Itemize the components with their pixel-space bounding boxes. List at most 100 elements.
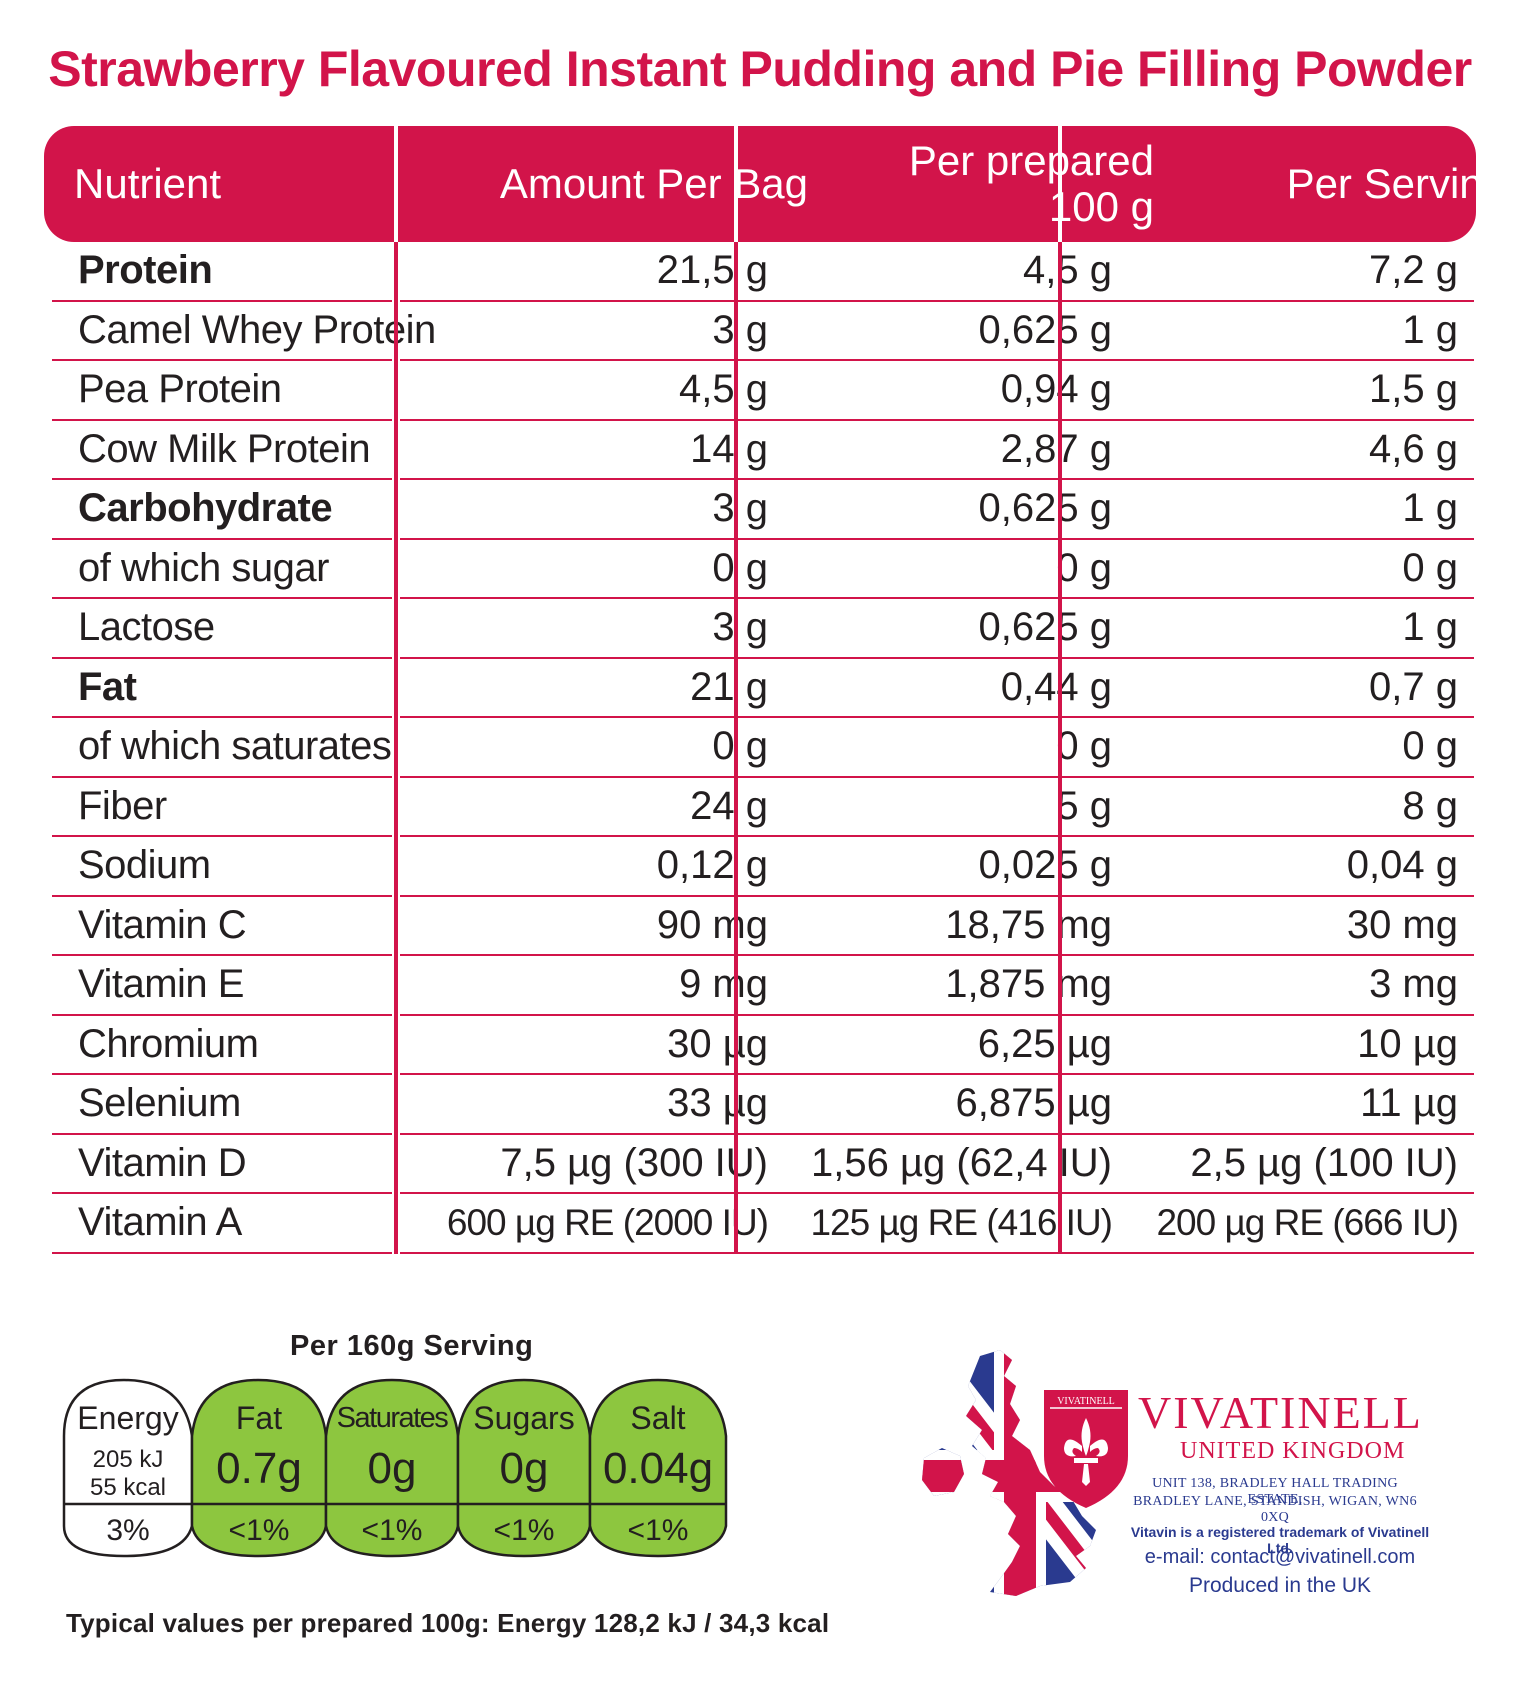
amount-per-bag: 7,5 µg (300 IU) bbox=[500, 1140, 768, 1185]
amount-per-serving: 30 mg bbox=[1346, 902, 1458, 947]
amount-per-bag: 90 mg bbox=[656, 902, 768, 947]
nutrient-name: of which saturates bbox=[78, 724, 392, 768]
amount-per-100g: 125 µg RE (416 IU) bbox=[810, 1201, 1113, 1243]
column-divider bbox=[734, 242, 738, 1254]
row-divider bbox=[1064, 597, 1474, 599]
traffic-light-label: Energy 205 kJ 55 kcal 3% Fat 0.7g <1% Sa… bbox=[58, 1376, 768, 1560]
table-row: Camel Whey Protein 3 g 0,625 g 1 g bbox=[44, 302, 1476, 362]
amount-per-100g: 0 g bbox=[1056, 724, 1112, 768]
table-row: Selenium 33 µg 6,875 µg 11 µg bbox=[44, 1075, 1476, 1135]
amount-per-100g: 1,56 µg (62,4 IU) bbox=[811, 1140, 1112, 1185]
amount-per-bag: 21,5 g bbox=[656, 248, 768, 292]
nutrient-name: Vitamin D bbox=[78, 1140, 247, 1185]
salt-value: 0.04g bbox=[602, 1444, 714, 1493]
row-divider bbox=[52, 835, 392, 837]
amount-per-100g: 5 g bbox=[1056, 783, 1112, 828]
table-row: Vitamin C 90 mg 18,75 mg 30 mg bbox=[44, 897, 1476, 957]
amount-per-serving: 1 g bbox=[1402, 486, 1458, 530]
row-divider bbox=[1064, 835, 1474, 837]
amount-per-serving: 11 µg bbox=[1360, 1081, 1458, 1125]
amount-per-bag: 600 µg RE (2000 IU) bbox=[446, 1201, 769, 1243]
table-body: Protein 21,5 g 4,5 g 7,2 g Camel Whey Protei… bbox=[44, 242, 1476, 1254]
row-divider bbox=[1064, 359, 1474, 361]
table-row: Fiber 24 g 5 g 8 g bbox=[44, 778, 1476, 838]
amount-per-100g: 0 g bbox=[1056, 545, 1112, 590]
page-title: Strawberry Flavoured Instant Pudding and… bbox=[48, 41, 1472, 97]
amount-per-serving: 200 µg RE (666 IU) bbox=[1156, 1201, 1459, 1243]
row-divider bbox=[740, 775, 1064, 778]
row-divider bbox=[740, 1073, 1064, 1075]
row-divider bbox=[400, 954, 740, 956]
salt-label: Salt bbox=[630, 1400, 686, 1436]
nutrient-name: Vitamin A bbox=[78, 1200, 242, 1244]
row-divider bbox=[1064, 299, 1474, 302]
row-divider bbox=[52, 656, 392, 659]
amount-per-serving: 3 mg bbox=[1369, 962, 1458, 1006]
row-divider bbox=[740, 359, 1064, 361]
row-divider bbox=[52, 1192, 392, 1194]
sugars-label: Sugars bbox=[473, 1400, 575, 1436]
nutrient-name: Carbohydrate bbox=[78, 486, 333, 530]
row-divider bbox=[1064, 716, 1474, 718]
fat-value: 0.7g bbox=[216, 1444, 302, 1493]
brand-name: VIVATINELL bbox=[1138, 1387, 1423, 1438]
amount-per-100g: 0,44 g bbox=[1000, 664, 1112, 709]
row-divider bbox=[52, 1013, 392, 1016]
nutrition-table: Nutrient Amount Per Bag Per prepared 100… bbox=[44, 126, 1506, 1254]
row-divider bbox=[52, 954, 392, 956]
row-divider bbox=[740, 1132, 1064, 1135]
header-per-serving: Per Serving bbox=[1286, 160, 1506, 207]
amount-per-100g: 0,625 g bbox=[978, 605, 1112, 649]
brand-subtitle: UNITED KINGDOM bbox=[1180, 1438, 1406, 1464]
amount-per-bag: 30 µg bbox=[667, 1021, 768, 1066]
nutrient-name: Cow Milk Protein bbox=[78, 426, 371, 471]
table-row: Vitamin D 7,5 µg (300 IU) 1,56 µg (62,4 IU… bbox=[44, 1135, 1476, 1195]
amount-per-100g: 0,625 g bbox=[978, 486, 1112, 530]
amount-per-bag: 14 g bbox=[690, 426, 768, 471]
header-divider bbox=[1058, 126, 1062, 242]
nutrient-name: Vitamin C bbox=[78, 902, 247, 947]
amount-per-serving: 0,7 g bbox=[1369, 664, 1458, 709]
traffic-light-title: Per 160g Serving bbox=[290, 1330, 534, 1362]
address-line-2: BRADLEY LANE, STANDISH, WIGAN, WN6 0XQ bbox=[1133, 1494, 1417, 1525]
amount-per-serving: 10 µg bbox=[1357, 1021, 1458, 1066]
row-divider bbox=[400, 1192, 740, 1194]
nutrient-name: Chromium bbox=[78, 1021, 259, 1066]
address-line-1: UNIT 138, BRADLEY HALL TRADING ESTATE, bbox=[1152, 1476, 1398, 1507]
table-row: Sodium 0,12 g 0,025 g 0,04 g bbox=[44, 837, 1476, 897]
row-divider bbox=[740, 656, 1064, 659]
row-divider bbox=[400, 359, 740, 361]
row-divider bbox=[400, 1073, 740, 1075]
row-divider bbox=[400, 1132, 740, 1135]
table-row: Fat 21 g 0,44 g 0,7 g bbox=[44, 659, 1476, 719]
salt-cell bbox=[588, 1378, 728, 1558]
amount-per-bag: 0 g bbox=[712, 545, 768, 590]
row-divider bbox=[740, 418, 1064, 421]
row-divider bbox=[52, 1251, 392, 1254]
amount-per-serving: 1 g bbox=[1402, 605, 1458, 649]
amount-per-bag: 3 g bbox=[712, 307, 768, 352]
saturates-label: Saturates bbox=[336, 1402, 449, 1434]
saturates-pct: <1% bbox=[361, 1514, 423, 1547]
row-divider bbox=[1064, 1192, 1474, 1194]
header-per-100g: Per prepared 100 g bbox=[908, 137, 1154, 230]
row-divider bbox=[740, 835, 1064, 837]
nutrient-name: of which sugar bbox=[78, 545, 329, 590]
contact-email: e-mail: contact@vivatinell.com bbox=[1144, 1546, 1416, 1568]
nutrient-name: Sodium bbox=[78, 843, 211, 887]
column-divider bbox=[1058, 242, 1062, 1254]
amount-per-bag: 9 mg bbox=[679, 962, 768, 1006]
row-divider bbox=[52, 775, 392, 778]
row-divider bbox=[1064, 894, 1474, 897]
amount-per-serving: 1,5 g bbox=[1369, 367, 1458, 411]
amount-per-bag: 0 g bbox=[712, 724, 768, 768]
row-divider bbox=[400, 537, 740, 540]
energy-kcal: 55 kcal bbox=[89, 1474, 167, 1501]
row-divider bbox=[400, 894, 740, 897]
table-row: Chromium 30 µg 6,25 µg 10 µg bbox=[44, 1016, 1476, 1076]
amount-per-bag: 21 g bbox=[690, 664, 768, 709]
amount-per-bag: 4,5 g bbox=[679, 367, 768, 411]
row-divider bbox=[400, 835, 740, 837]
amount-per-100g: 4,5 g bbox=[1023, 248, 1112, 292]
fat-label: Fat bbox=[235, 1400, 283, 1436]
